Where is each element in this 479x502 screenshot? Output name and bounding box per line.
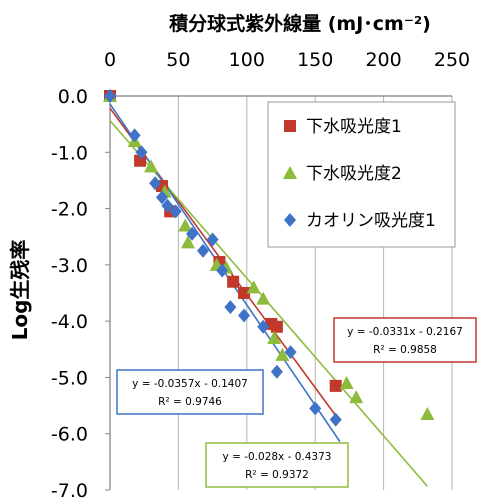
- data-point-diamond: [186, 226, 199, 241]
- x-tick-label: 50: [166, 49, 190, 71]
- data-point-triangle: [178, 218, 193, 232]
- data-point-triangle: [349, 390, 364, 404]
- y-tick-label: -7.0: [51, 480, 88, 502]
- data-point-diamond: [309, 401, 322, 416]
- data-point-diamond: [284, 345, 297, 360]
- data-point-diamond: [128, 128, 141, 143]
- x-tick-label: 100: [229, 49, 265, 71]
- data-point-square: [238, 287, 251, 299]
- y-tick-label: 0.0: [58, 86, 88, 108]
- x-tick-label: 0: [104, 49, 116, 71]
- equation-label: y = -0.0357x - 0.1407: [132, 378, 248, 390]
- equation-label: y = -0.028x - 0.4373: [223, 451, 332, 463]
- y-tick-label: -2.0: [51, 199, 88, 221]
- data-point-square: [134, 154, 147, 167]
- data-point-triangle: [267, 331, 282, 345]
- x-axis-title: 積分球式紫外線量 (mJ･cm⁻²): [169, 12, 431, 35]
- equation-boxes: y = -0.0331x - 0.2167 R² = 0.9858 y = -0.0…: [116, 317, 477, 488]
- data-points: [103, 89, 435, 427]
- data-point-triangle: [144, 159, 159, 173]
- r-squared-label: R² = 0.9372: [245, 469, 309, 481]
- legend-marker-triangle: [283, 166, 297, 179]
- x-tick-label: 150: [297, 49, 333, 71]
- equation-label: y = -0.0331x - 0.2167: [347, 326, 463, 338]
- legend-label: 下水吸光度2: [306, 164, 402, 184]
- x-tick-label: 200: [365, 49, 401, 71]
- data-point-diamond: [149, 176, 162, 191]
- y-tick-label: -3.0: [51, 255, 88, 277]
- legend-box: [267, 101, 456, 248]
- equation-box: [205, 442, 349, 488]
- data-point-diamond: [169, 204, 182, 219]
- legend-label: 下水吸光度1: [306, 117, 402, 137]
- x-tick-label: 250: [434, 49, 470, 71]
- data-point-triangle: [256, 291, 271, 305]
- axes: [109, 95, 452, 490]
- r-squared-label: R² = 0.9746: [158, 396, 222, 408]
- data-point-diamond: [197, 243, 210, 258]
- data-point-square: [227, 275, 240, 288]
- data-point-diamond: [216, 263, 229, 278]
- legend-label: カオリン吸光度1: [306, 211, 436, 231]
- data-point-diamond: [270, 364, 283, 379]
- data-point-triangle: [420, 407, 435, 421]
- data-point-diamond: [135, 145, 148, 160]
- data-point-triangle: [275, 347, 290, 361]
- legend: 下水吸光度1 下水吸光度2 カオリン吸光度1: [267, 101, 456, 248]
- data-point-diamond: [238, 308, 251, 323]
- data-point-diamond: [155, 190, 168, 205]
- legend-marker-diamond: [284, 213, 296, 227]
- y-tick-label: -4.0: [51, 311, 88, 333]
- data-point-square: [270, 320, 283, 333]
- data-point-diamond: [104, 89, 116, 103]
- y-axis-title: Log生残率: [8, 240, 32, 341]
- equation-box: [333, 317, 477, 363]
- data-point-square: [329, 379, 342, 392]
- r-squared-label: R² = 0.9858: [373, 344, 437, 356]
- data-point-triangle: [180, 235, 195, 249]
- data-point-diamond: [206, 232, 219, 247]
- data-point-triangle: [339, 376, 354, 390]
- y-tick-label: -1.0: [51, 142, 88, 164]
- data-point-diamond: [161, 198, 174, 213]
- equation-box: [116, 369, 264, 415]
- data-point-triangle: [246, 280, 261, 294]
- y-tick-label: -6.0: [51, 424, 88, 446]
- legend-marker-square: [284, 120, 296, 132]
- data-point-diamond: [224, 300, 237, 315]
- x-tick-labels: 0 50 100 150 200 250: [104, 49, 470, 71]
- y-tick-label: -5.0: [51, 367, 88, 389]
- y-tick-labels: 0.0 -1.0 -2.0 -3.0 -4.0 -5.0 -6.0 -7.0: [51, 86, 88, 502]
- data-point-diamond: [329, 412, 342, 427]
- data-point-diamond: [257, 319, 270, 334]
